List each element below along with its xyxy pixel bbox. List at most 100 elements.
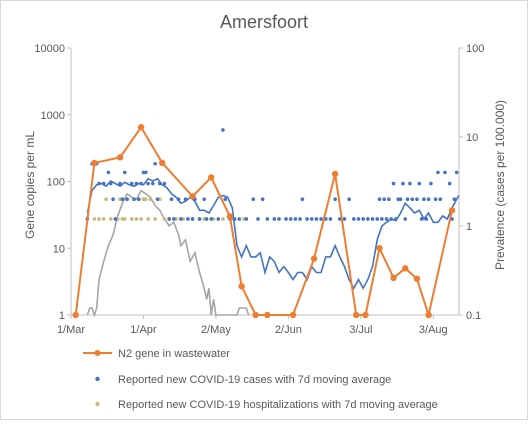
legend-item-hosp: Reported new COVID-19 hospitalizations w… — [95, 399, 438, 411]
n2-gene-marker — [413, 275, 421, 282]
n2-gene-marker — [226, 213, 234, 220]
hospitalization-dot — [139, 217, 143, 221]
y2-axis-title: Prevalence (cases per 100.000) — [493, 100, 507, 270]
y-axis-right: 0.1 1 10 100 — [459, 43, 484, 322]
legend-item-cases: Reported new COVID-19 cases with 7d movi… — [95, 374, 391, 386]
case-dot — [305, 217, 309, 221]
hospitalizations-moving-average-line — [86, 189, 250, 318]
case-dot — [265, 217, 270, 221]
case-dot — [429, 181, 433, 186]
case-dot — [405, 197, 410, 202]
hospitalization-dot — [101, 217, 106, 221]
case-dot — [370, 217, 375, 221]
case-dot — [183, 197, 188, 202]
n2-gene-marker — [289, 311, 297, 319]
case-dot — [136, 197, 141, 202]
n2-gene-marker — [238, 283, 245, 290]
case-dot — [452, 197, 457, 202]
case-dot — [417, 181, 422, 186]
case-dot — [361, 217, 365, 221]
legend-item-n2: N2 gene in wastewater — [83, 348, 230, 360]
case-dot — [356, 217, 361, 221]
case-dot — [97, 181, 101, 186]
case-dot — [134, 181, 139, 186]
hospitalization-dot — [104, 197, 108, 202]
legend-swatch-marker-cases — [95, 376, 100, 382]
y-tick-label: 1 — [59, 310, 65, 322]
legend-swatch-marker-hosp — [95, 401, 100, 407]
series-hospitalizations — [86, 189, 250, 318]
n2-gene-marker — [362, 311, 369, 319]
case-dot — [380, 217, 384, 221]
hospitalization-dot — [97, 217, 101, 221]
case-dot — [151, 181, 155, 186]
hospitalization-dot — [143, 197, 148, 202]
n2-gene-marker — [208, 174, 215, 181]
case-dot — [132, 197, 136, 202]
n2-gene-marker — [352, 311, 360, 319]
case-dot — [426, 197, 431, 202]
case-dot — [237, 217, 242, 221]
hospitalization-dot — [162, 217, 167, 221]
case-dot — [391, 181, 396, 186]
case-dot — [179, 217, 183, 221]
case-dot — [443, 170, 447, 175]
case-dot — [366, 217, 370, 221]
legend-swatch-marker-n2 — [94, 350, 101, 356]
case-dot — [167, 217, 171, 221]
legend-label-hosp: Reported new COVID-19 hospitalizations w… — [118, 399, 438, 411]
hospitalization-dot — [122, 217, 127, 221]
case-dot — [129, 181, 134, 186]
case-dot — [347, 197, 351, 202]
n2-gene-marker — [116, 154, 124, 161]
y-axis-left: 1 10 100 1000 10000 — [34, 43, 71, 322]
case-dot — [204, 217, 209, 221]
y2-tick-label: 0.1 — [466, 310, 481, 322]
cases-moving-average-line — [86, 177, 460, 290]
x-tick-label: 3/Aug — [419, 324, 448, 336]
case-dot — [197, 217, 202, 221]
case-dot — [101, 181, 106, 186]
n2-gene-marker — [448, 207, 456, 214]
case-dot — [433, 197, 438, 202]
hospitalization-dot — [108, 217, 113, 221]
n2-gene-line — [74, 125, 453, 319]
case-dot — [408, 181, 412, 186]
case-dot — [319, 217, 323, 221]
x-tick-label: 1/Apr — [130, 324, 157, 336]
n2-gene-marker — [331, 170, 339, 178]
hospitalization-dot — [134, 217, 139, 221]
legend: N2 gene in wastewater Reported new COVID… — [83, 348, 438, 411]
series-n2-gene — [72, 124, 456, 319]
case-dot — [139, 181, 143, 186]
case-dot — [176, 197, 181, 202]
case-dot — [172, 217, 176, 221]
x-tick-label: 2/Jun — [275, 324, 302, 336]
case-dot — [352, 217, 356, 221]
y-tick-label: 10 — [53, 243, 65, 255]
chart-title: Amersfoort — [220, 12, 308, 32]
case-dot — [232, 217, 237, 221]
case-dot — [169, 197, 174, 202]
n2-gene-marker — [189, 193, 196, 200]
case-dot — [387, 197, 391, 202]
case-dot — [382, 197, 387, 202]
n2-gene-marker — [402, 265, 409, 272]
case-dot — [223, 197, 228, 202]
n2-gene-marker — [264, 311, 271, 319]
series-layer — [72, 124, 460, 319]
y2-tick-label: 1 — [466, 221, 472, 233]
case-dot — [162, 181, 167, 186]
y-axis-title: Gene copies per mL — [23, 131, 37, 239]
case-dot — [158, 181, 162, 186]
case-dot — [314, 217, 319, 221]
case-dot — [221, 128, 225, 132]
case-dot — [106, 170, 111, 175]
case-dot — [118, 181, 122, 186]
y2-tick-label: 100 — [466, 43, 484, 55]
case-dot — [422, 197, 426, 202]
case-dot — [122, 170, 127, 175]
case-dot — [125, 197, 129, 202]
y-tick-label: 1000 — [41, 110, 65, 122]
